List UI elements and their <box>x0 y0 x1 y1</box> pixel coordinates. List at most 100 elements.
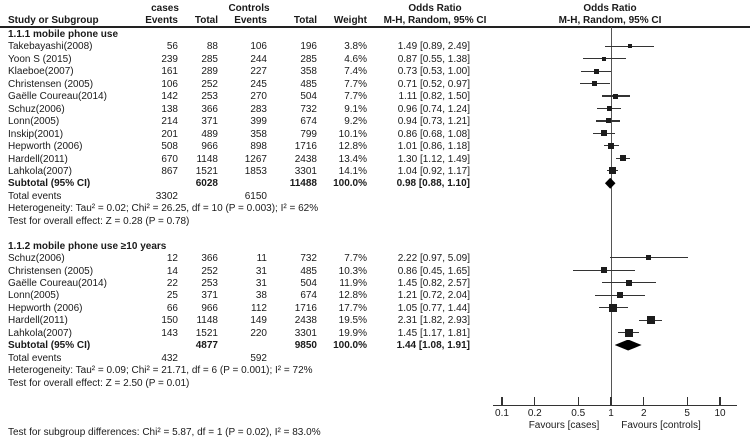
controls-total-value: 674 <box>300 290 317 302</box>
favours-right-label: Favours [controls] <box>621 420 701 431</box>
x-axis-tick <box>534 397 536 406</box>
x-axis-tick <box>501 397 503 406</box>
controls-total-value: 485 <box>300 265 317 277</box>
odds-ratio-ci-text: 1.30 [1.12, 1.49] <box>397 153 470 165</box>
odds-ratio-header: Odds Ratio <box>408 3 462 14</box>
effect-marker <box>646 255 652 261</box>
odds-ratio-ci-text: 1.45 [1.17, 1.81] <box>397 327 470 339</box>
weight-value: 19.5% <box>338 315 367 327</box>
weight-value: 12.8% <box>338 141 367 153</box>
weight-value: 10.1% <box>338 128 367 140</box>
cases-events-value: 22 <box>166 278 178 289</box>
study-name: Christensen (2005) <box>8 78 94 90</box>
cases-total-value: 253 <box>201 91 218 103</box>
controls-total-value: 485 <box>300 78 317 90</box>
study-column-header: Study or Subgroup <box>8 15 99 26</box>
controls-total-value: 2438 <box>294 315 317 327</box>
effect-marker <box>600 130 607 137</box>
subtotal-label: Subtotal (95% CI) <box>8 178 91 190</box>
overall-effect-text: Test for overall effect: Z = 0.28 (P = 0… <box>8 215 190 227</box>
weight-value: 13.4% <box>338 153 367 165</box>
effect-marker <box>609 167 617 175</box>
subtotal-weight: 100.0% <box>333 178 367 190</box>
x-axis-tick-label: 0.5 <box>571 408 586 419</box>
x-axis-tick <box>577 397 579 406</box>
odds-ratio-ci-text: 1.11 [0.82, 1.50] <box>398 91 470 103</box>
weight-value: 17.7% <box>338 302 367 314</box>
controls-total-header: Total <box>293 15 317 26</box>
study-name: Christensen (2005) <box>8 265 94 277</box>
controls-events-value: 227 <box>250 66 267 78</box>
cases-events-value: 138 <box>161 103 178 115</box>
odds-ratio-ci-text: 1.45 [0.82, 2.57] <box>397 278 470 289</box>
x-axis-tick-label: 0.1 <box>495 408 509 419</box>
odds-ratio-ci-text: 0.86 [0.45, 1.65] <box>397 265 470 277</box>
cases-total-value: 285 <box>201 53 218 65</box>
effect-marker <box>627 44 632 49</box>
study-name: Lonn(2005) <box>8 290 60 302</box>
effect-marker <box>592 81 598 87</box>
overall-effect-text: Test for overall effect: Z = 2.50 (P = 0… <box>8 377 190 389</box>
cases-events-value: 142 <box>161 91 178 103</box>
cases-group-header: cases <box>151 3 179 14</box>
weight-value: 19.9% <box>338 327 367 339</box>
controls-events-value: 31 <box>255 265 267 277</box>
cases-total-value: 966 <box>201 141 218 153</box>
total-events-controls: 592 <box>250 352 267 364</box>
effect-marker <box>600 267 607 274</box>
subtotal-cases-total: 4877 <box>195 340 218 352</box>
controls-total-value: 732 <box>300 103 317 115</box>
controls-total-value: 285 <box>300 53 317 65</box>
controls-events-value: 220 <box>250 327 267 339</box>
controls-total-value: 799 <box>300 128 317 140</box>
cases-events-value: 239 <box>161 53 178 65</box>
controls-total-value: 1716 <box>294 302 317 314</box>
effect-marker <box>617 292 624 299</box>
controls-total-value: 674 <box>300 116 317 128</box>
weight-value: 14.1% <box>338 165 367 177</box>
controls-total-value: 504 <box>300 91 317 103</box>
x-axis-tick-label: 5 <box>684 408 690 419</box>
controls-total-value: 3301 <box>294 165 317 177</box>
cases-events-header: Events <box>145 15 178 26</box>
null-effect-line <box>610 27 612 405</box>
subtotal-diamond <box>614 339 642 351</box>
cases-total-value: 1521 <box>195 327 218 339</box>
controls-events-value: 112 <box>251 302 267 314</box>
subtotal-odds-ratio-ci: 0.98 [0.88, 1.10] <box>396 178 470 190</box>
subgroup-title: 1.1.1 mobile phone use <box>8 29 119 40</box>
study-name: Hardell(2011) <box>8 153 68 165</box>
study-name: Yoon S (2015) <box>8 53 72 65</box>
odds-ratio-ci-text: 0.96 [0.74, 1.24] <box>397 103 470 115</box>
study-name: Hepworth (2006) <box>8 141 83 153</box>
study-name: Lahkola(2007) <box>8 165 72 177</box>
odds-ratio-ci-text: 0.71 [0.52, 0.97] <box>397 78 470 90</box>
weight-value: 3.8% <box>344 41 367 53</box>
subgroup-differences-note: Test for subgroup differences: Chi² = 5.… <box>8 427 321 438</box>
study-name: Schuz(2006) <box>8 103 65 115</box>
subtotal-diamond <box>604 177 616 189</box>
total-events-cases: 432 <box>161 352 178 364</box>
study-name: Hepworth (2006) <box>8 302 83 314</box>
cases-total-value: 1148 <box>196 315 218 327</box>
mh-ci-column-header: M-H, Random, 95% CI <box>383 15 487 26</box>
odds-ratio-ci-text: 0.94 [0.73, 1.21] <box>397 116 470 128</box>
cases-total-value: 289 <box>201 66 218 78</box>
weight-value: 12.8% <box>338 290 367 302</box>
controls-total-value: 3301 <box>294 327 317 339</box>
effect-marker <box>608 142 615 149</box>
x-axis-tick-label: 0.2 <box>527 408 542 419</box>
cases-events-value: 670 <box>161 153 178 165</box>
effect-marker <box>609 303 618 312</box>
subtotal-controls-total: 11488 <box>289 178 317 190</box>
x-axis-tick-label: 2 <box>641 408 647 419</box>
cases-events-value: 56 <box>166 41 178 53</box>
controls-events-value: 399 <box>250 116 267 128</box>
weight-value: 4.6% <box>344 53 367 65</box>
cases-total-value: 1521 <box>195 165 218 177</box>
controls-events-value: 106 <box>250 41 267 53</box>
odds-ratio-ci-text: 2.31 [1.82, 2.93] <box>397 315 470 327</box>
total-events-label: Total events <box>8 352 62 364</box>
cases-total-value: 371 <box>201 116 218 128</box>
